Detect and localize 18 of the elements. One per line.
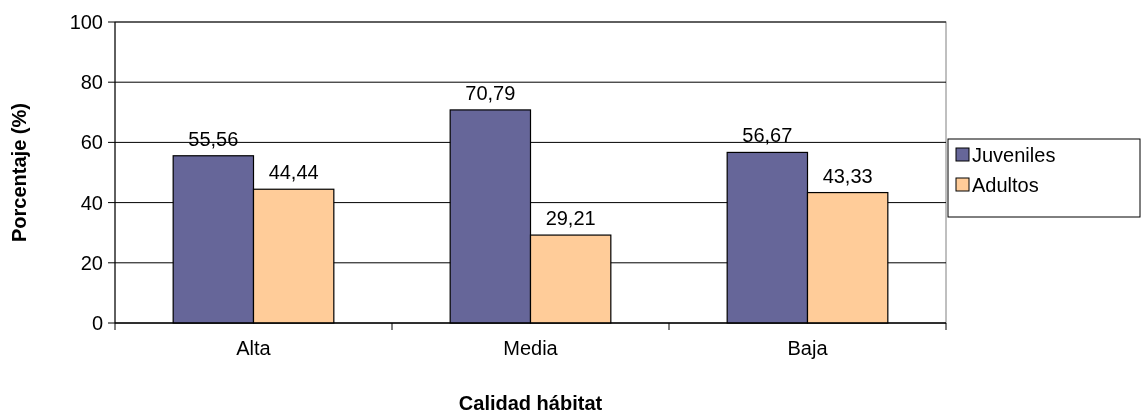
y-tick-label: 0 — [91, 312, 103, 334]
data-label: 43,33 — [822, 164, 873, 187]
data-label: 70,79 — [465, 81, 516, 104]
y-tick-label: 20 — [80, 251, 103, 274]
data-label: 29,21 — [545, 207, 596, 230]
y-tick-label: 80 — [80, 71, 103, 94]
y-tick-label: 60 — [80, 131, 103, 154]
y-tick-label: 40 — [80, 191, 103, 214]
y-tick-label: 100 — [69, 11, 103, 33]
data-label: 56,67 — [742, 124, 793, 147]
x-tick-label: Alta — [236, 337, 272, 359]
y-axis-title: Porcentaje (%) — [8, 103, 30, 242]
data-label: 44,44 — [268, 161, 319, 184]
legend-label: Juveniles — [972, 144, 1056, 166]
legend-label: Adultos — [972, 174, 1039, 196]
x-tick-label: Media — [503, 337, 559, 359]
x-tick-label: Baja — [787, 337, 829, 359]
x-axis-title: Calidad hábitat — [458, 392, 603, 414]
